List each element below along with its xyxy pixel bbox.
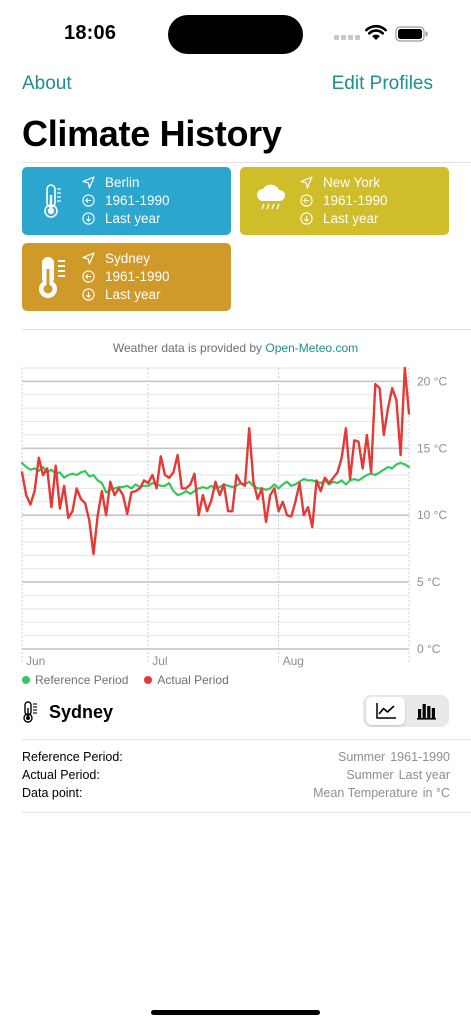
card-actual-label: Last year (105, 210, 161, 226)
profile-card-sydney[interactable]: Sydney 1961-1990 Last year (22, 243, 231, 311)
cellular-signal-icon (334, 35, 360, 40)
legend-reference: Reference Period (22, 673, 128, 687)
temperature-chart[interactable]: 20 °C 15 °C 10 °C 5 °C 0 °C Jun Jul Aug (0, 360, 471, 670)
location-arrow-icon (82, 251, 95, 265)
about-link[interactable]: About (22, 73, 72, 94)
actual-period-line (20, 366, 411, 556)
thermometer-icon (23, 701, 37, 723)
card-reference-row: 1961-1990 (300, 191, 388, 209)
legend-actual-dot (144, 676, 153, 684)
card-reference-label: 1961-1990 (105, 268, 170, 284)
selected-profile-name: Sydney (49, 702, 114, 722)
profile-card-new-york[interactable]: New York 1961-1990 Last year (240, 167, 449, 235)
detail-row-datapoint: Data point: Mean Temperature in °C (22, 786, 450, 804)
profile-card-berlin[interactable]: Berlin 1961-1990 Last year (22, 167, 231, 235)
battery-icon (395, 26, 428, 42)
detail-value-period: Last year (398, 768, 450, 782)
card-actual-label: Last year (323, 210, 379, 226)
divider (22, 329, 471, 330)
x-tick-label: Aug (283, 654, 304, 668)
arrow-left-circle-icon (300, 193, 313, 207)
thermometer-icon (39, 257, 65, 298)
card-location-label: New York (323, 174, 381, 190)
detail-label: Actual Period: (22, 768, 100, 782)
bar-chart-icon (416, 704, 436, 720)
detail-value: Summer 1961-1990 (338, 750, 450, 768)
card-reference-label: 1961-1990 (105, 192, 170, 208)
arrow-down-circle-icon (300, 211, 313, 225)
wifi-icon (365, 24, 387, 40)
card-location-row: New York (300, 173, 388, 191)
detail-value-period: 1961-1990 (390, 750, 450, 764)
divider (22, 739, 471, 740)
arrow-down-circle-icon (82, 211, 95, 225)
card-reference-row: 1961-1990 (82, 191, 170, 209)
detail-row-actual: Actual Period: Summer Last year (22, 768, 450, 786)
card-reference-label: 1961-1990 (323, 192, 388, 208)
x-tick-label: Jun (26, 654, 45, 668)
detail-value-season: Summer (337, 750, 386, 764)
card-location-label: Berlin (105, 174, 140, 190)
location-arrow-icon (82, 175, 95, 189)
status-bar: 18:06 (0, 0, 471, 60)
period-details: Reference Period: Summer 1961-1990 Actua… (22, 750, 450, 804)
card-actual-label: Last year (105, 286, 161, 302)
card-actual-row: Last year (300, 209, 388, 227)
y-tick-label: 5 °C (417, 575, 441, 589)
edit-profiles-link[interactable]: Edit Profiles (331, 73, 433, 94)
y-tick-label: 10 °C (417, 508, 447, 522)
detail-value: Summer Last year (346, 768, 450, 786)
legend-reference-label: Reference Period (35, 673, 129, 687)
status-time: 18:06 (64, 22, 117, 44)
detail-value: Mean Temperature in °C (313, 786, 450, 804)
detail-label: Data point: (22, 786, 83, 800)
x-tick-label: Jul (152, 654, 167, 668)
reference-period-line (20, 461, 411, 497)
legend-reference-dot (22, 676, 30, 684)
divider (22, 812, 471, 813)
detail-label: Reference Period: (22, 750, 123, 764)
line-chart-button[interactable] (366, 697, 405, 725)
y-tick-label: 15 °C (417, 441, 447, 455)
legend-actual-label: Actual Period (157, 673, 229, 687)
home-indicator (151, 1010, 320, 1015)
data-attribution: Weather data is provided by Open-Meteo.c… (0, 341, 471, 355)
card-location-row: Berlin (82, 173, 170, 191)
divider (22, 162, 471, 163)
card-actual-row: Last year (82, 209, 170, 227)
arrow-left-circle-icon (82, 193, 95, 207)
chart-type-toggle[interactable] (363, 695, 449, 727)
card-actual-row: Last year (82, 285, 170, 303)
chart-legend: Reference Period Actual Period (22, 673, 229, 687)
card-reference-row: 1961-1990 (82, 267, 170, 285)
line-chart-icon (375, 703, 396, 719)
cloud-rain-icon (257, 184, 286, 210)
page-title: Climate History (22, 113, 282, 154)
legend-actual: Actual Period (144, 673, 229, 687)
dynamic-island (168, 15, 303, 54)
y-tick-label: 20 °C (417, 374, 447, 388)
location-arrow-icon (300, 175, 313, 189)
detail-value-unit: in °C (422, 786, 450, 800)
attribution-text: Weather data is provided by (112, 341, 263, 355)
bar-chart-button[interactable] (407, 697, 446, 725)
detail-value-season: Summer (346, 768, 394, 782)
y-tick-label: 0 °C (417, 642, 441, 656)
card-location-label: Sydney (105, 250, 151, 266)
detail-row-reference: Reference Period: Summer 1961-1990 (22, 750, 450, 768)
open-meteo-link[interactable]: Open-Meteo.com (265, 341, 359, 355)
arrow-down-circle-icon (82, 287, 95, 301)
arrow-left-circle-icon (82, 269, 95, 283)
detail-value-metric: Mean Temperature (313, 786, 418, 800)
thermometer-icon (44, 184, 61, 218)
card-location-row: Sydney (82, 249, 170, 267)
